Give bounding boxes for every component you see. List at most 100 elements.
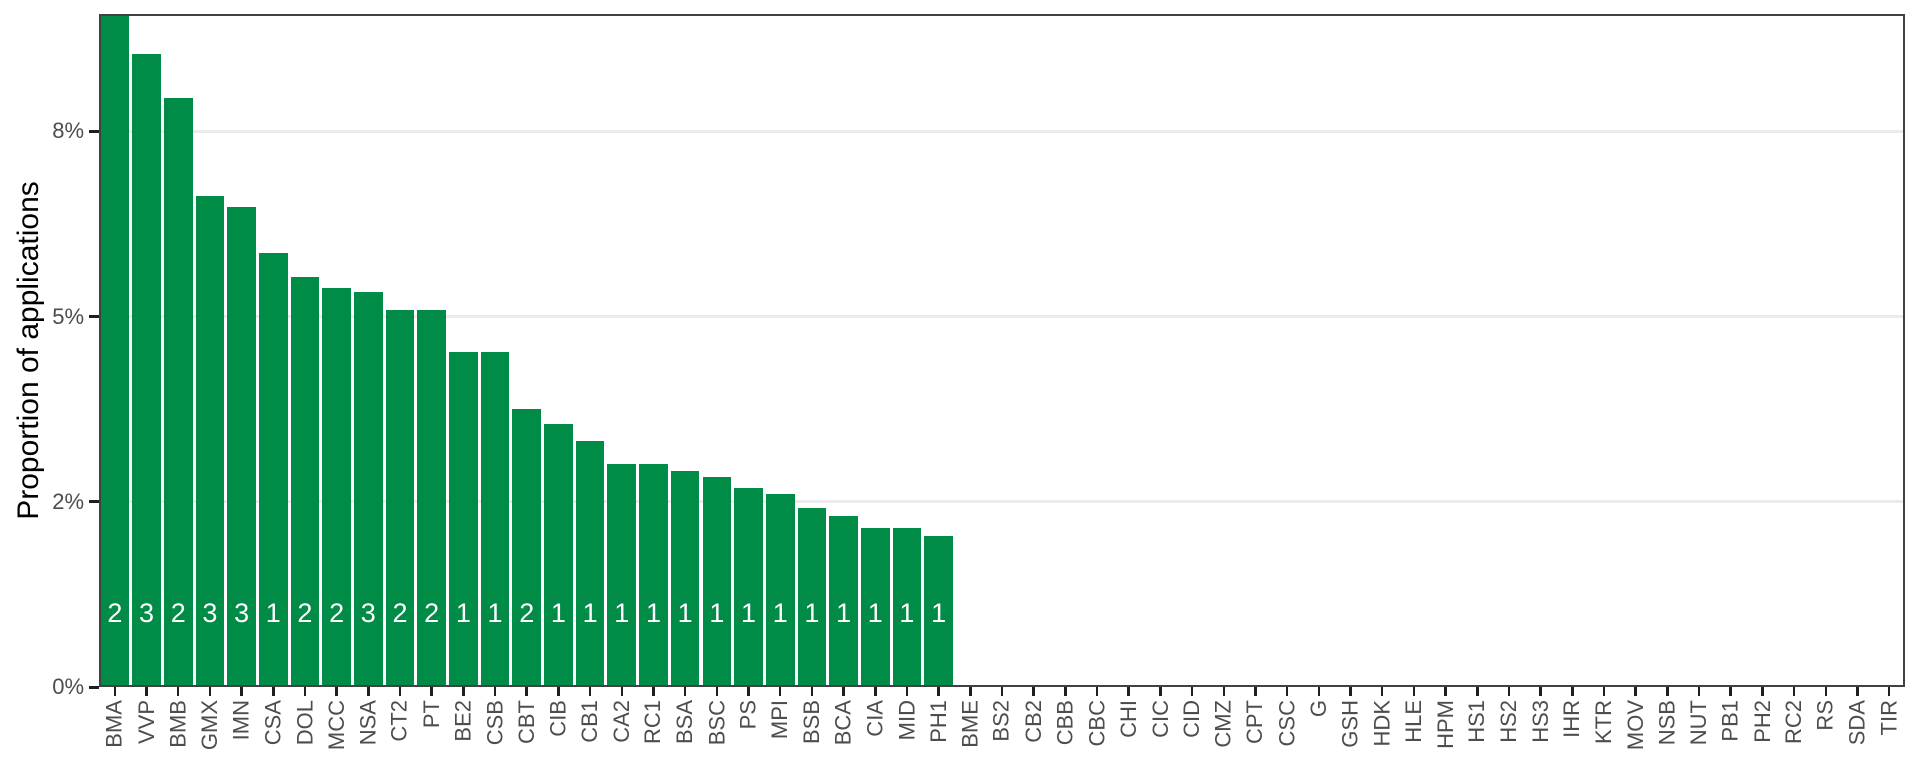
x-tick-label: PH2: [1749, 700, 1775, 743]
bar-count-label: 1: [582, 598, 598, 628]
x-tick-mark: [1824, 687, 1828, 696]
x-tick-mark: [525, 687, 528, 696]
gridline: [99, 315, 1905, 318]
x-tick-label: CIA: [862, 700, 888, 737]
x-tick-mark: [367, 687, 370, 696]
y-tick-label: 0%: [52, 674, 84, 699]
x-tick-label: MPI: [767, 700, 793, 740]
x-tick-label: SDA: [1844, 700, 1870, 746]
x-tick-mark: [176, 687, 180, 696]
x-tick-mark: [1729, 687, 1732, 696]
bar: [575, 440, 605, 687]
bar: [702, 477, 732, 687]
bar: [924, 535, 953, 687]
x-tick-label: IMN: [228, 700, 254, 741]
x-tick-label: NSB: [1654, 700, 1680, 746]
x-tick-label: CSC: [1274, 700, 1300, 747]
x-tick-mark: [145, 687, 148, 696]
bar: [132, 54, 161, 687]
bar: [258, 252, 288, 687]
x-tick-label: MCC: [323, 700, 349, 751]
x-tick-label: BS2: [989, 700, 1014, 742]
x-tick-mark: [715, 687, 719, 696]
bar: [544, 423, 573, 687]
x-tick-mark: [1222, 687, 1226, 696]
x-tick-mark: [430, 687, 433, 696]
y-axis-title: Proportion of applications: [12, 181, 45, 520]
x-tick-mark: [905, 687, 909, 696]
bar: [829, 515, 858, 687]
x-tick-label: CB1: [577, 700, 603, 743]
bar: [860, 527, 890, 687]
x-tick-label: CBC: [1084, 700, 1110, 747]
bar: [639, 463, 668, 687]
x-tick-mark: [462, 687, 465, 696]
bar-count-label: 1: [899, 598, 915, 628]
x-tick-label: CHI: [1115, 700, 1141, 738]
x-tick-label: GMX: [196, 700, 222, 751]
x-tick-label: RC2: [1781, 700, 1807, 745]
x-tick-label: CSB: [482, 700, 508, 746]
x-tick-mark: [1127, 687, 1130, 696]
y-tick-mark: [89, 129, 99, 133]
gridline: [99, 129, 1905, 133]
bar-count-label: 1: [550, 598, 566, 628]
bar: [100, 14, 130, 687]
y-tick-label: 8%: [52, 118, 84, 144]
x-tick-label: NUT: [1686, 700, 1712, 746]
bar-count-label: 1: [741, 598, 757, 628]
x-tick-mark: [493, 687, 497, 696]
x-tick-label: MID: [893, 700, 919, 741]
bar: [385, 309, 415, 687]
y-tick-mark: [89, 685, 99, 689]
bar-count-label: 2: [519, 598, 535, 628]
x-tick-label: TIR: [1876, 700, 1902, 736]
x-tick-mark: [1254, 687, 1257, 696]
bar: [512, 409, 542, 687]
x-tick-label: BSC: [703, 700, 729, 746]
x-tick-mark: [1476, 687, 1479, 696]
x-tick-label: PH1: [925, 700, 951, 743]
x-tick-label: CA2: [608, 700, 634, 743]
x-tick-label: DOL: [291, 700, 317, 746]
x-tick-label: PB1: [1717, 700, 1743, 742]
x-tick-mark: [1032, 687, 1035, 696]
x-tick-label: KTR: [1591, 700, 1616, 744]
y-tick-mark: [89, 500, 99, 504]
x-tick-mark: [1571, 687, 1574, 696]
bar-count-label: 2: [170, 598, 186, 628]
bar: [417, 309, 446, 687]
x-tick-mark: [842, 687, 845, 696]
bar: [290, 277, 320, 687]
x-tick-label: CIB: [545, 700, 571, 737]
bar: [227, 206, 256, 687]
bar-count-label: 3: [139, 598, 155, 628]
bar-count-label: 3: [202, 598, 218, 628]
x-tick-label: CPT: [1242, 700, 1268, 744]
bar-count-label: 1: [931, 598, 947, 628]
x-tick-mark: [1761, 687, 1764, 696]
x-tick-label: CBB: [1052, 700, 1078, 746]
bar: [449, 352, 478, 687]
bar-count-label: 1: [772, 598, 788, 628]
x-tick-mark: [1285, 687, 1289, 696]
x-tick-label: GSH: [1337, 700, 1363, 748]
x-tick-mark: [1887, 687, 1891, 696]
x-tick-label: HS1: [1464, 700, 1490, 743]
x-tick-mark: [778, 687, 782, 696]
bar: [670, 470, 700, 687]
x-tick-mark: [240, 687, 243, 696]
x-tick-label: BE2: [450, 700, 476, 742]
x-tick-mark: [1539, 687, 1542, 696]
y-tick-label: 5%: [52, 303, 84, 329]
bar: [607, 463, 637, 687]
x-tick-mark: [652, 687, 655, 696]
bar-count-label: 3: [360, 598, 376, 628]
x-tick-mark: [208, 687, 212, 696]
bar-count-label: 3: [234, 598, 250, 628]
x-tick-label: HPM: [1432, 700, 1458, 749]
x-tick-mark: [1380, 687, 1384, 696]
x-tick-label: BSA: [672, 700, 698, 745]
x-tick-label: BSB: [798, 700, 824, 745]
x-tick-label: HDK: [1369, 700, 1395, 747]
